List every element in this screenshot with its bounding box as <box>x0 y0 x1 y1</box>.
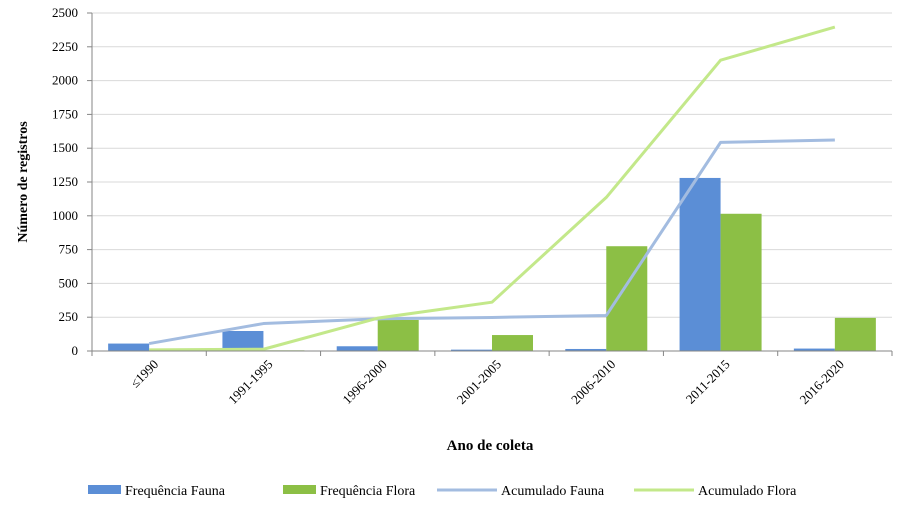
axes <box>87 12 893 356</box>
legend-label: Frequência Fauna <box>125 484 226 499</box>
legend: Frequência Fauna Frequência Flora Acumulad… <box>88 484 797 499</box>
bar-frequ-ncia-fauna <box>336 346 378 351</box>
lines <box>148 25 836 352</box>
x-tick-label: ≤1990 <box>127 357 161 391</box>
bar-frequ-ncia-fauna <box>222 330 264 351</box>
legend-swatch <box>283 485 316 494</box>
legend-label: Acumulado Flora <box>698 484 797 499</box>
y-tick-label: 1750 <box>52 106 78 121</box>
x-tick-label: 2016-2020 <box>797 357 847 407</box>
gridlines <box>92 12 892 318</box>
bar-frequ-ncia-fauna <box>451 349 492 351</box>
y-tick-label: 2000 <box>52 73 78 88</box>
bar-frequ-ncia-flora <box>377 319 419 351</box>
x-tick-label: 2001-2005 <box>454 357 504 407</box>
y-axis-label: Número de registros <box>16 121 31 243</box>
y-tick-label: 1500 <box>52 140 78 155</box>
legend-swatch <box>88 485 121 494</box>
legend-label: Frequência Flora <box>320 484 416 499</box>
x-tick-label: 1996-2000 <box>339 357 389 407</box>
x-tick-label: 2011-2015 <box>683 357 733 407</box>
x-tick-labels: ≤1990 1991-1995 1996-2000 2001-2005 2006-201… <box>127 357 847 407</box>
y-tick-label: 1000 <box>52 208 78 223</box>
bar-frequ-ncia-fauna <box>108 343 150 351</box>
x-axis-label: Ano de coleta <box>447 438 534 454</box>
bar-frequ-ncia-fauna <box>565 348 607 351</box>
x-tick-label: 1991-1995 <box>225 357 275 407</box>
bar-frequ-ncia-flora <box>834 317 876 351</box>
y-tick-label: 1250 <box>52 174 78 189</box>
y-tick-label: 500 <box>59 275 79 290</box>
y-tick-label: 250 <box>59 309 79 324</box>
y-tick-label: 0 <box>72 343 79 358</box>
y-tick-label: 2500 <box>52 5 78 20</box>
bar-frequ-ncia-fauna <box>679 177 721 351</box>
bar-frequ-ncia-flora <box>492 335 533 351</box>
line-acumulado-flora <box>149 25 836 352</box>
bars <box>108 177 876 351</box>
line-acumulado-fauna <box>148 138 835 346</box>
bar-frequ-ncia-fauna <box>793 348 835 351</box>
bar-frequ-ncia-flora <box>720 213 762 351</box>
y-tick-label: 2250 <box>52 39 78 54</box>
x-tick-label: 2006-2010 <box>568 357 618 407</box>
y-tick-label: 750 <box>59 242 79 257</box>
y-tick-labels: 0 250 500 750 1000 1250 1500 1750 2000 2250 2500 <box>52 5 78 358</box>
legend-label: Acumulado Fauna <box>501 484 605 499</box>
